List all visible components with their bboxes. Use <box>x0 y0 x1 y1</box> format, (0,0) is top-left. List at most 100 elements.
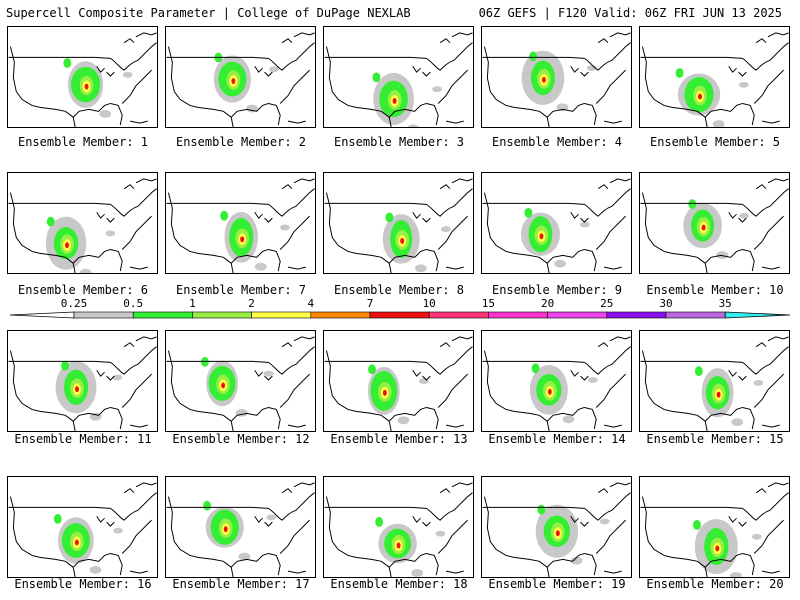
scp-shading <box>694 366 764 427</box>
legend-tick-label: 7 <box>367 297 374 310</box>
member-map-panel <box>323 330 474 432</box>
member-label: Ensemble Member: 8 <box>333 283 465 297</box>
member-map-panel <box>323 476 474 578</box>
legend-color-bin <box>428 311 489 319</box>
legend-color-bin <box>132 311 193 319</box>
scp-shading <box>45 216 116 273</box>
member-label: Ensemble Member: 20 <box>646 577 784 591</box>
member-label: Ensemble Member: 13 <box>330 432 468 446</box>
member-map <box>8 336 157 431</box>
member-map <box>8 178 157 273</box>
member-map <box>166 32 315 127</box>
legend-color-bin <box>369 311 430 319</box>
scp-shading <box>683 199 750 259</box>
coastline-borders <box>166 336 315 431</box>
member-map-panel <box>7 172 158 274</box>
legend-tick-label: 20 <box>541 297 554 310</box>
legend-tick-label: 1 <box>189 297 196 310</box>
legend-tick-label: 4 <box>307 297 314 310</box>
scp-shading <box>382 212 451 273</box>
member-label: Ensemble Member: 11 <box>14 432 152 446</box>
member-map-panel <box>481 172 632 274</box>
coastline-borders <box>166 482 315 577</box>
scp-shading <box>535 504 610 565</box>
member-map-panel <box>639 330 790 432</box>
coastline-borders <box>640 178 789 273</box>
member-label: Ensemble Member: 1 <box>17 135 149 149</box>
member-map-panel <box>639 172 790 274</box>
scp-shading <box>367 364 429 425</box>
member-map-panel <box>7 476 158 578</box>
member-map <box>482 482 631 577</box>
member-map <box>482 336 631 431</box>
member-map-panel <box>323 172 474 274</box>
member-map-panel <box>165 26 316 128</box>
member-label: Ensemble Member: 15 <box>646 432 784 446</box>
coastline-borders <box>324 32 473 127</box>
member-label: Ensemble Member: 18 <box>330 577 468 591</box>
member-map <box>8 32 157 127</box>
member-map-panel <box>639 476 790 578</box>
member-map <box>482 178 631 273</box>
coastline-borders <box>324 178 473 273</box>
legend-tick-label: 0.5 <box>123 297 143 310</box>
member-label: Ensemble Member: 12 <box>172 432 310 446</box>
member-map-panel <box>7 26 158 128</box>
member-map <box>640 178 789 273</box>
member-map <box>324 482 473 577</box>
member-label: Ensemble Member: 19 <box>488 577 626 591</box>
coastline-borders <box>640 482 789 577</box>
legend-tick-label: 10 <box>423 297 436 310</box>
run-info: 06Z GEFS | F120 Valid: 06Z FRI JUN 13 20… <box>478 6 782 20</box>
legend-tick-label: 0.25 <box>61 297 88 310</box>
scp-shading <box>375 517 446 577</box>
scp-shading <box>529 363 598 424</box>
scp-shading <box>203 500 277 561</box>
member-label: Ensemble Member: 10 <box>646 283 784 297</box>
member-label: Ensemble Member: 3 <box>333 135 465 149</box>
coastline-borders <box>640 32 789 127</box>
legend-tick-label: 2 <box>248 297 255 310</box>
page-title: Supercell Composite Parameter | College … <box>6 6 411 20</box>
scp-shading <box>520 207 590 268</box>
member-map <box>324 32 473 127</box>
legend-color-bin <box>606 311 667 319</box>
coastline-borders <box>166 178 315 273</box>
coastline-borders <box>482 178 631 273</box>
legend-color-bin <box>73 311 134 319</box>
member-map-panel <box>481 330 632 432</box>
member-map <box>166 178 315 273</box>
member-label: Ensemble Member: 4 <box>491 135 623 149</box>
member-map <box>640 336 789 431</box>
coastline-borders <box>482 482 631 577</box>
member-map-panel <box>165 330 316 432</box>
member-label: Ensemble Member: 7 <box>175 283 307 297</box>
member-map-panel <box>165 476 316 578</box>
coastline-borders <box>8 178 157 273</box>
coastline-borders <box>324 336 473 431</box>
legend-tick-label: 25 <box>600 297 613 310</box>
scp-shading <box>220 210 290 271</box>
member-map-panel <box>481 476 632 578</box>
member-map <box>324 336 473 431</box>
member-map <box>640 482 789 577</box>
member-map-panel <box>7 330 158 432</box>
legend-color-bin <box>310 311 371 319</box>
member-label: Ensemble Member: 6 <box>17 283 149 297</box>
scp-shading <box>213 52 279 113</box>
coastline-borders <box>166 32 315 127</box>
member-map <box>640 32 789 127</box>
scp-shading <box>693 519 762 577</box>
legend-color-bin <box>251 311 312 319</box>
legend-underflow-arrow <box>10 311 75 319</box>
scp-shading <box>53 514 123 574</box>
coastline-borders <box>482 32 631 127</box>
legend-tick-label: 30 <box>659 297 672 310</box>
scp-shading <box>372 72 443 127</box>
member-map <box>166 336 315 431</box>
legend-color-bin <box>192 311 252 319</box>
member-map <box>482 32 631 127</box>
coastline-borders <box>640 336 789 431</box>
legend-color-bin <box>665 311 726 319</box>
member-map-panel <box>481 26 632 128</box>
